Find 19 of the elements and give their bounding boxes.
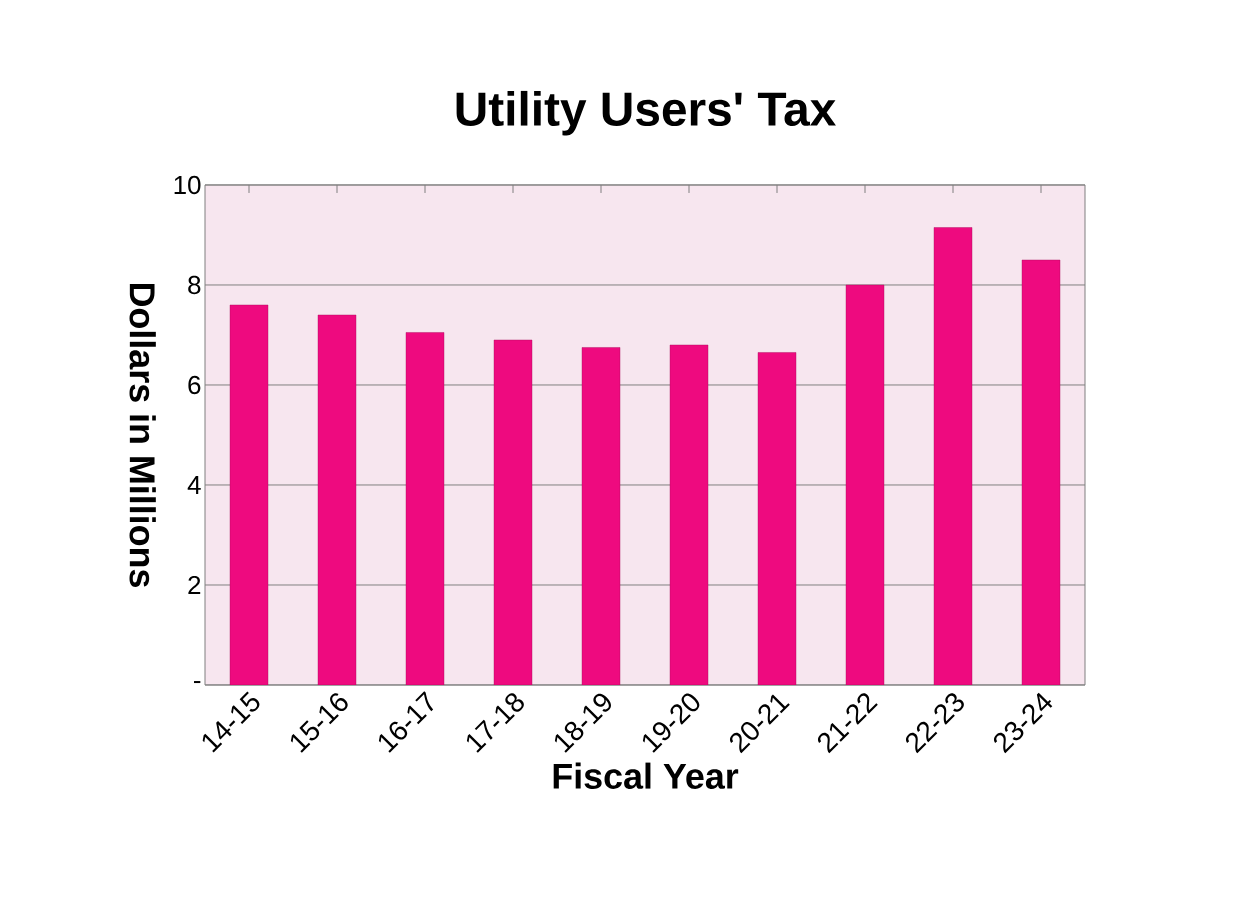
bar bbox=[581, 347, 621, 685]
bar bbox=[845, 284, 885, 685]
x-axis-title: Fiscal Year bbox=[553, 762, 739, 789]
bar bbox=[933, 227, 973, 685]
y-tick-label: - bbox=[194, 681, 201, 684]
bar bbox=[229, 304, 269, 685]
bar bbox=[493, 339, 533, 685]
y-axis-title: Dollars in Millions bbox=[129, 283, 156, 587]
y-tick-label: 4 bbox=[187, 476, 201, 494]
bar bbox=[317, 314, 357, 685]
bar bbox=[1021, 259, 1061, 685]
bar bbox=[757, 352, 797, 685]
y-tick-label: 10 bbox=[174, 175, 201, 195]
chart-title: Utility Users' Tax bbox=[456, 90, 836, 136]
bar bbox=[669, 344, 709, 685]
y-tick-label: 6 bbox=[188, 375, 201, 395]
y-tick-label: 8 bbox=[188, 275, 201, 295]
bar bbox=[405, 332, 445, 685]
y-tick-label: 2 bbox=[188, 575, 201, 595]
